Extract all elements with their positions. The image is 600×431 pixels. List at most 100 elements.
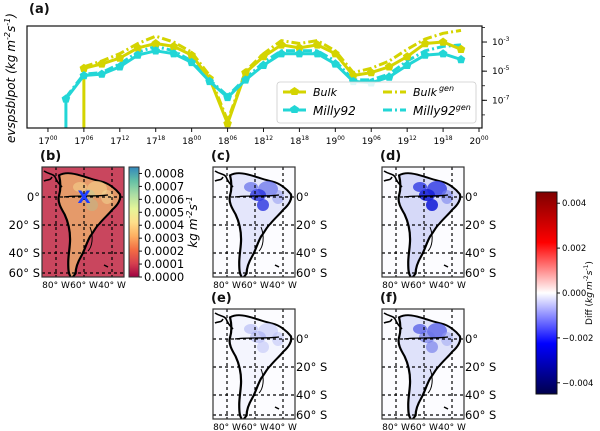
data-point bbox=[402, 60, 412, 69]
map-shading bbox=[441, 190, 453, 204]
map-frame bbox=[381, 308, 465, 420]
data-point bbox=[331, 49, 340, 58]
lon-label: 80° W bbox=[382, 281, 410, 291]
line-chart: 1700 1706 1712 1718 1800 1806 1812 1818 1900 1906… bbox=[3, 13, 510, 147]
data-point bbox=[402, 52, 412, 61]
map-content bbox=[42, 167, 124, 277]
river-parana bbox=[258, 368, 264, 394]
map-content bbox=[213, 167, 295, 277]
diff-colorbar: 0.004 0.002 0.000 −0.002 −0.004 Diff (kgm-2s… bbox=[535, 191, 595, 395]
map-shading bbox=[413, 182, 427, 192]
lat-label: 20° S bbox=[296, 218, 327, 232]
lat-label: 20° S bbox=[296, 360, 327, 374]
map-shading bbox=[244, 324, 258, 334]
map-shading bbox=[73, 182, 87, 192]
lat-label: 0° bbox=[296, 332, 309, 346]
x-tick-label: 1912 bbox=[398, 135, 417, 147]
series-bulk-gen bbox=[83, 28, 462, 123]
data-point bbox=[331, 59, 340, 68]
series-bulk bbox=[79, 37, 466, 128]
map-panel-f: 0° 20° S 40° S 60° S 80° W 60° W 40° W bbox=[381, 308, 496, 431]
x-tick-label: 1712 bbox=[110, 135, 129, 147]
data-point bbox=[61, 94, 71, 103]
lat-label: 60° S bbox=[465, 408, 496, 422]
map-shading bbox=[272, 190, 284, 204]
data-point bbox=[97, 59, 107, 68]
data-point bbox=[295, 43, 304, 52]
legend-entry-milly92-gen: Milly92gen bbox=[383, 103, 471, 118]
legend-marker-milly92 bbox=[290, 105, 299, 113]
map-shading bbox=[250, 331, 266, 343]
lat-label: 40° S bbox=[296, 246, 327, 260]
data-point bbox=[259, 52, 268, 61]
lat-label: 40° S bbox=[9, 246, 40, 260]
maps-area: 0°20° S40° S60° S80° W 60° W 40° WX 0°20° S… bbox=[9, 166, 496, 431]
panel-label-a: (a) bbox=[29, 2, 50, 17]
diff-colorbar-tick-label: 0.002 bbox=[562, 244, 586, 254]
lat-label: 0° bbox=[465, 332, 478, 346]
y-tick-label: 10-7 bbox=[492, 94, 510, 106]
data-point bbox=[349, 71, 358, 80]
location-marker-x: X bbox=[77, 188, 90, 208]
map-shading bbox=[87, 181, 107, 197]
map-shading bbox=[257, 199, 269, 211]
data-point bbox=[223, 119, 232, 128]
lat-label: 20° S bbox=[465, 218, 496, 232]
data-point bbox=[133, 43, 143, 52]
lat-label: 60° S bbox=[296, 266, 327, 280]
map-shading bbox=[426, 199, 438, 211]
map-shading bbox=[413, 324, 427, 334]
islands-falklands bbox=[274, 264, 280, 268]
map-frame bbox=[381, 166, 465, 278]
legend-label-bulk: Bulk bbox=[313, 86, 338, 99]
data-point bbox=[456, 44, 466, 53]
data-point bbox=[384, 62, 394, 71]
lat-label: 20° S bbox=[9, 218, 40, 232]
plot-frame bbox=[26, 25, 483, 129]
colorbar-b-label: kgm-2s-1 bbox=[185, 196, 200, 248]
islands-falklands bbox=[274, 406, 280, 410]
data-point bbox=[169, 41, 178, 51]
y-tick-label: 10-3 bbox=[492, 36, 510, 48]
map-panel-e: 0° 20° S 40° S 60° S 80° W 60° W 40° W bbox=[212, 308, 327, 431]
data-point bbox=[169, 49, 178, 58]
data-point bbox=[79, 71, 89, 80]
islands-falklands bbox=[103, 264, 109, 268]
x-tick-label: 1718 bbox=[146, 135, 165, 147]
x-tick-label: 1800 bbox=[182, 135, 201, 147]
diff-colorbar-tick-label: 0.000 bbox=[562, 289, 586, 299]
map-panel-d: 0° 20° S 40° S 60° S 80° W 60° W 40° W bbox=[381, 166, 496, 291]
legend-label-milly92-gen: Milly92gen bbox=[413, 103, 471, 118]
panel-label-b: (b) bbox=[40, 149, 62, 164]
lat-label: 0° bbox=[27, 190, 40, 204]
map-frame bbox=[212, 166, 296, 278]
x-tick-label: 1700 bbox=[38, 135, 57, 147]
river-parana bbox=[427, 368, 433, 394]
colorbar-b-tick-label: 0.0008 bbox=[144, 166, 184, 180]
y-axis-label: evspsblpot (kgm-2s-1) bbox=[3, 13, 18, 143]
map-shading bbox=[272, 332, 284, 346]
diff-colorbar-label: Diff (kgm-2s-1) bbox=[583, 261, 595, 325]
colorbar-b-tick-label: 0.0006 bbox=[144, 192, 184, 206]
legend-entry-bulk-gen: Bulk gen bbox=[383, 84, 454, 99]
map-panel-c: 0° 20° S 40° S 60° S 80° W 60° W 40° W bbox=[212, 166, 327, 291]
map-content bbox=[382, 167, 464, 277]
map-content bbox=[382, 309, 464, 419]
river-parana bbox=[427, 226, 433, 252]
data-point bbox=[151, 39, 160, 48]
colorbar-b-tick-label: 0.0004 bbox=[144, 218, 184, 232]
map-panel-b: 0° 20° S 40° S 60° S80° W 60° W 40° W X bbox=[9, 166, 126, 291]
map-shading bbox=[419, 189, 435, 201]
data-point bbox=[277, 40, 286, 49]
data-point bbox=[115, 62, 125, 71]
colorbar-b-bar bbox=[128, 166, 140, 278]
diff-colorbar-bar bbox=[535, 191, 558, 395]
y-tick-label: 10-5 bbox=[492, 65, 510, 77]
panel-label-c: (c) bbox=[211, 149, 231, 164]
panel-label-d: (d) bbox=[380, 149, 402, 164]
legend: Bulk Milly92 Bulk gen Milly92gen bbox=[276, 81, 477, 124]
data-point bbox=[384, 72, 394, 81]
map-shading bbox=[79, 189, 95, 201]
map-shading bbox=[426, 341, 438, 353]
map-shading bbox=[244, 182, 258, 192]
